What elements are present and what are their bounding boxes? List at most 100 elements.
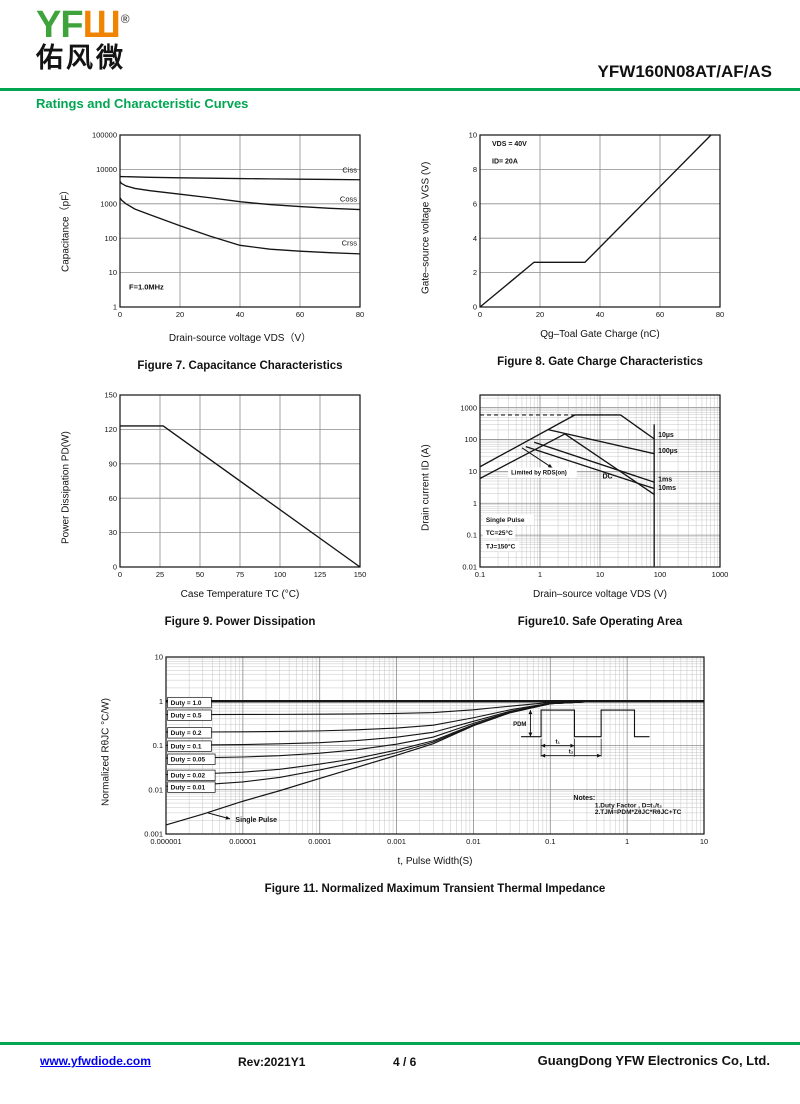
svg-text:0.000001: 0.000001 [150, 837, 181, 846]
svg-text:6: 6 [473, 199, 477, 208]
figure-caption: Figure 11. Normalized Maximum Transient … [264, 883, 606, 895]
part-number-title: YFW160N08AT/AF/AS [597, 62, 772, 81]
svg-text:100: 100 [654, 570, 667, 579]
svg-text:0.001: 0.001 [144, 830, 163, 839]
logo-w-glyph: Ш [82, 4, 121, 46]
company-logo: YFШ® 佑风微 [36, 4, 130, 73]
svg-text:120: 120 [104, 425, 117, 434]
svg-text:2.TJM=PDM*ZθJC*RθJC+TC: 2.TJM=PDM*ZθJC*RθJC+TC [595, 809, 682, 816]
header-divider [0, 88, 800, 91]
svg-text:60: 60 [656, 310, 664, 319]
svg-text:0: 0 [473, 303, 477, 312]
svg-text:ID= 20A: ID= 20A [492, 158, 518, 165]
svg-text:2: 2 [473, 268, 477, 277]
company-name: GuangDong YFW Electronics Co, Ltd. [537, 1053, 770, 1068]
svg-text:100000: 100000 [92, 131, 117, 140]
svg-text:20: 20 [536, 310, 544, 319]
svg-text:Duty = 0.2: Duty = 0.2 [171, 730, 202, 737]
website-link[interactable]: www.yfwdiode.com [40, 1054, 151, 1068]
svg-text:PDM: PDM [513, 722, 526, 728]
svg-text:10: 10 [700, 837, 708, 846]
svg-text:0.01: 0.01 [148, 785, 163, 794]
figure-8-gate-charge: Gate–source voltage VGS (V) VDS = 40V ID=… [418, 128, 734, 368]
svg-text:0: 0 [118, 310, 122, 319]
page-number: 4 / 6 [393, 1055, 417, 1069]
figure-7-capacitance: Capacitance（pF） F=1.0MHz Ciss Coss Crss 0 20 4… [58, 128, 374, 372]
svg-text:0.1: 0.1 [467, 531, 477, 540]
svg-text:TJ=150°C: TJ=150°C [486, 543, 516, 551]
svg-text:1: 1 [159, 697, 163, 706]
svg-text:0.1: 0.1 [475, 570, 485, 579]
svg-text:0.1: 0.1 [545, 837, 555, 846]
svg-text:0.00001: 0.00001 [229, 837, 256, 846]
section-title: Ratings and Characteristic Curves [36, 96, 249, 111]
svg-text:Duty = 1.0: Duty = 1.0 [171, 700, 202, 707]
svg-text:10: 10 [155, 653, 163, 662]
svg-text:0.01: 0.01 [466, 837, 481, 846]
svg-text:1000: 1000 [100, 199, 117, 208]
figure-10-safe-operating-area: Drain current ID (A) Limited by RDS(on) D… [418, 388, 734, 628]
svg-text:t₁: t₁ [556, 740, 561, 746]
svg-text:60: 60 [109, 494, 117, 503]
svg-text:8: 8 [473, 165, 477, 174]
logo-yf-text: YF [36, 4, 84, 46]
svg-text:80: 80 [356, 310, 364, 319]
y-axis-label: Power Dissipation PD(W) [60, 431, 72, 545]
svg-text:1000: 1000 [460, 403, 477, 412]
svg-text:0.001: 0.001 [387, 837, 406, 846]
capacitance-chart: F=1.0MHz Ciss Coss Crss 0 20 40 60 80 1 10 100 1000 1… [92, 131, 364, 319]
x-axis-label: Drain–source voltage VDS (V) [533, 589, 667, 600]
svg-text:1: 1 [473, 499, 477, 508]
svg-text:Single Pulse: Single Pulse [235, 817, 277, 824]
svg-text:1: 1 [538, 570, 542, 579]
svg-text:1000: 1000 [712, 570, 729, 579]
svg-text:1: 1 [113, 303, 117, 312]
y-axis-label: Capacitance（pF） [60, 184, 72, 272]
svg-text:VDS = 40V: VDS = 40V [492, 141, 527, 148]
revision-label: Rev:2021Y1 [238, 1055, 306, 1069]
footer-divider [0, 1042, 800, 1045]
svg-text:75: 75 [236, 570, 244, 579]
svg-text:Crss: Crss [342, 238, 358, 247]
svg-text:40: 40 [596, 310, 604, 319]
svg-text:TC=25°C: TC=25°C [486, 529, 513, 537]
svg-text:0: 0 [113, 563, 117, 572]
figure-caption: Figure 7. Capacitance Characteristics [137, 360, 343, 372]
figure-11-thermal-impedance: Normalized RθJC °C/W) PDM t₁ t₂ Duty = 1.0 D… [98, 650, 714, 895]
y-axis-label: Normalized RθJC °C/W) [100, 698, 112, 807]
svg-text:Duty = 0.5: Duty = 0.5 [171, 712, 202, 719]
svg-text:10: 10 [596, 570, 604, 579]
svg-text:100µs: 100µs [658, 448, 678, 455]
svg-text:t₂: t₂ [569, 750, 574, 756]
svg-text:4: 4 [473, 234, 477, 243]
svg-text:90: 90 [109, 459, 117, 468]
x-axis-label: t, Pulse Width(S) [397, 856, 473, 867]
logo-chinese-name: 佑风微 [36, 43, 126, 73]
y-axis-label: Drain current ID (A) [420, 444, 432, 532]
svg-text:125: 125 [314, 570, 327, 579]
svg-text:Duty = 0.1: Duty = 0.1 [171, 743, 202, 750]
figure-caption: Figure10. Safe Operating Area [517, 616, 683, 628]
y-axis-label: Gate–source voltage VGS (V) [420, 161, 432, 295]
svg-text:1: 1 [625, 837, 629, 846]
svg-text:150: 150 [104, 391, 117, 400]
svg-text:0.1: 0.1 [153, 741, 163, 750]
x-axis-label: Drain-source voltage VDS（V） [168, 333, 312, 344]
svg-text:80: 80 [716, 310, 724, 319]
svg-text:40: 40 [236, 310, 244, 319]
power-dissipation-chart: 0 25 50 75 100 125 150 0 30 60 90 120 150 [104, 391, 366, 579]
svg-text:F=1.0MHz: F=1.0MHz [129, 283, 164, 292]
svg-text:25: 25 [156, 570, 164, 579]
svg-text:10µs: 10µs [658, 432, 674, 439]
svg-text:Limited by RDS(on): Limited by RDS(on) [511, 470, 567, 476]
svg-text:20: 20 [176, 310, 184, 319]
svg-text:Duty = 0.05: Duty = 0.05 [171, 756, 206, 763]
x-axis-label: Qg–Toal Gate Charge (nC) [540, 329, 660, 340]
svg-text:0.01: 0.01 [462, 563, 477, 572]
svg-text:50: 50 [196, 570, 204, 579]
svg-text:DC: DC [602, 473, 612, 480]
svg-text:0: 0 [478, 310, 482, 319]
svg-text:Duty = 0.02: Duty = 0.02 [171, 773, 206, 780]
